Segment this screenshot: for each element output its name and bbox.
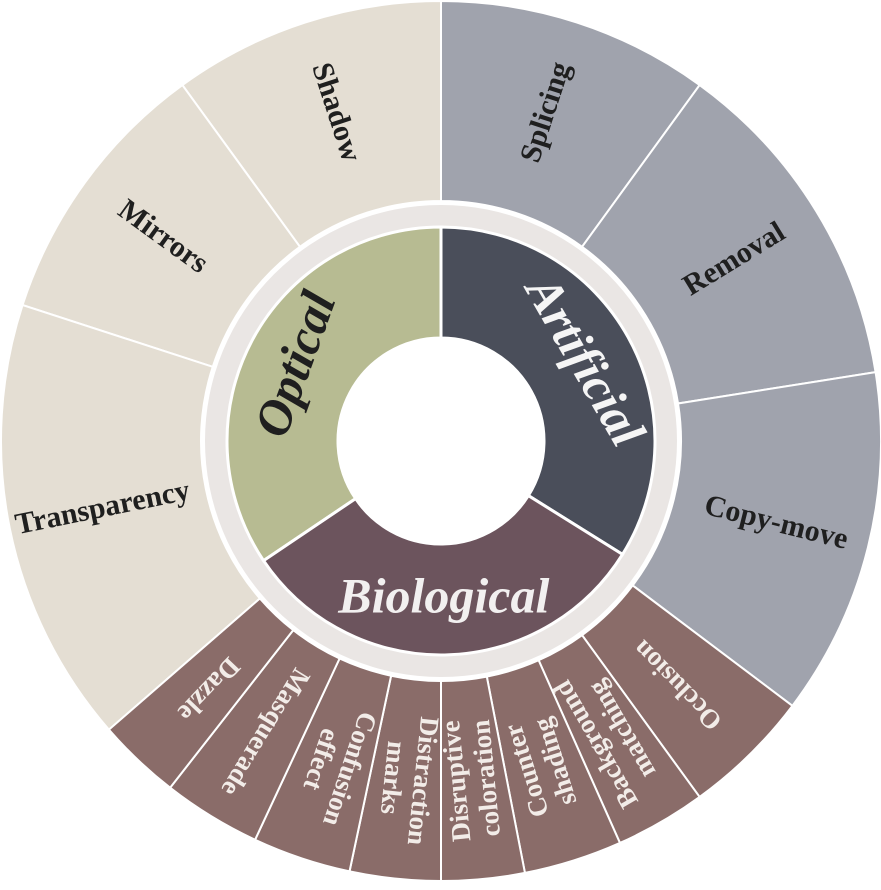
outer-segment-optical-2	[0, 303, 262, 732]
inner-ring	[225, 225, 657, 657]
inner-segment-biological	[261, 493, 625, 657]
outer-label-biological-3: Disruptivecoloration	[435, 716, 506, 843]
center-hole	[338, 338, 544, 544]
outer-segment-optical-1	[21, 83, 302, 369]
outer-segment-artificial-1	[580, 83, 877, 405]
outer-segment-biological-7	[107, 597, 295, 790]
inner-label-biological: Biological	[337, 567, 549, 623]
outer-segment-artificial-2	[631, 371, 881, 708]
